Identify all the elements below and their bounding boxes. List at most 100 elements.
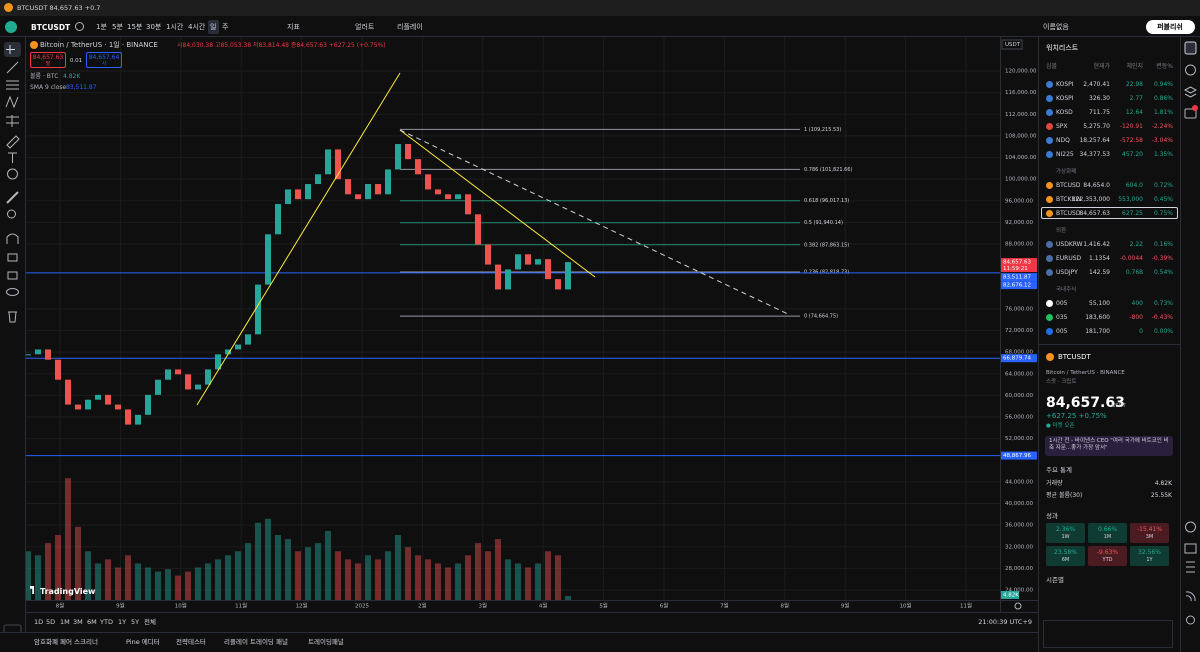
range-button[interactable]: 5D — [46, 617, 56, 626]
hide-tool[interactable] — [6, 288, 19, 296]
news-headline[interactable]: 1시간 전 - 바이낸스 CEO "여러 국가에 비트코인 비축 자문...좋가… — [1049, 438, 1169, 451]
row-symbol[interactable]: KOSPI — [1056, 94, 1074, 102]
group-title[interactable]: 외환 — [1056, 227, 1067, 234]
bottom-tab[interactable]: 트레이딩패널 — [308, 637, 344, 646]
volume-bar — [535, 563, 541, 600]
trash-tool[interactable] — [8, 311, 17, 323]
publish-bg[interactable] — [1146, 20, 1195, 34]
symbol-search[interactable]: BTCUSDT — [31, 22, 71, 32]
layout-name[interactable]: 이름없음 — [1043, 22, 1069, 31]
price-badge — [1001, 273, 1037, 282]
menu-icon[interactable] — [1186, 561, 1195, 573]
bottom-tab[interactable]: 전략테스터 — [176, 637, 206, 646]
trend-line[interactable] — [399, 129, 596, 278]
alert-button[interactable]: 얼러트 — [355, 22, 375, 31]
y-tick-label: 40,000.00 — [1005, 501, 1033, 507]
replay-button[interactable]: 리플레이 — [397, 22, 423, 31]
row-symbol[interactable]: USDJPY — [1056, 268, 1078, 276]
row-symbol[interactable]: NDQ — [1056, 136, 1070, 144]
row-symbol[interactable]: 005 — [1056, 327, 1068, 335]
range-button[interactable]: 1M — [60, 617, 70, 626]
range-button[interactable]: 전체 — [144, 617, 156, 626]
zoom-tool[interactable] — [7, 209, 16, 219]
lock-tool[interactable] — [7, 253, 18, 262]
buy-box[interactable] — [86, 52, 122, 68]
range-button[interactable]: 5Y — [131, 617, 140, 626]
alert-icon[interactable] — [1185, 64, 1196, 76]
interval-button[interactable]: 일 — [210, 22, 217, 31]
row-symbol[interactable]: 005 — [1056, 299, 1068, 307]
lock-all-tool[interactable] — [7, 271, 18, 280]
volume-bar — [415, 555, 421, 600]
interval-button[interactable]: 30분 — [146, 22, 162, 31]
favorites-tool[interactable] — [3, 624, 22, 632]
calendar-icon[interactable] — [1184, 543, 1197, 554]
line-tool[interactable] — [6, 61, 19, 74]
row-symbol[interactable]: USDKRW — [1056, 240, 1083, 248]
brush-tool[interactable] — [6, 135, 20, 149]
settings-icon[interactable] — [1186, 615, 1195, 625]
candle — [425, 174, 431, 190]
range-button[interactable]: YTD — [100, 617, 113, 626]
sell-price: 84,657.63 — [32, 53, 64, 61]
forecast-tool[interactable] — [6, 115, 19, 127]
help-icon[interactable] — [1185, 521, 1196, 533]
compare-button[interactable] — [75, 22, 84, 31]
volume-bar — [65, 478, 71, 600]
row-symbol[interactable]: BTCUSD — [1056, 181, 1081, 189]
magnet-tool[interactable] — [6, 233, 19, 244]
range-button[interactable]: 6M — [87, 617, 97, 626]
row-symbol[interactable]: BTCKRW — [1056, 195, 1082, 203]
bottom-tab[interactable]: Pine 에디터 — [126, 637, 160, 646]
layers-icon[interactable] — [1183, 86, 1198, 98]
range-button[interactable]: 3M — [73, 617, 83, 626]
x-tick-label: 5월 — [599, 602, 608, 610]
candle — [435, 189, 441, 195]
interval-button[interactable]: 1시간 — [166, 22, 184, 31]
bottom-tab[interactable]: 암호화폐 페어 스크리너 — [34, 637, 98, 646]
interval-button[interactable]: 15분 — [127, 22, 143, 31]
candle — [95, 394, 101, 400]
indicators-button[interactable]: 지표 — [287, 22, 300, 31]
sell-box[interactable] — [30, 52, 66, 68]
volume-bar — [95, 563, 101, 600]
candle — [135, 414, 141, 425]
interval-button[interactable]: 주 — [222, 22, 229, 31]
volume-bar — [525, 567, 531, 600]
row-symbol[interactable]: NI225 — [1056, 150, 1074, 158]
avatar[interactable] — [5, 21, 17, 33]
icon-tool[interactable] — [7, 168, 18, 180]
spread: 0.01 — [69, 57, 83, 64]
publish-button[interactable]: 퍼블리쉬 — [1157, 22, 1183, 31]
fib-tool[interactable] — [6, 80, 19, 90]
range-button[interactable]: 1Y — [118, 617, 127, 626]
row-symbol[interactable]: KOSPI — [1056, 80, 1074, 88]
row-symbol[interactable]: KOSD — [1056, 108, 1073, 116]
watchlist-title[interactable]: 워치리스트 — [1046, 43, 1079, 52]
text-tool[interactable] — [8, 152, 17, 163]
news-box[interactable] — [1045, 436, 1173, 456]
interval-button[interactable]: 4시간 — [188, 22, 206, 31]
watchlist-icon[interactable] — [1184, 41, 1197, 55]
row-symbol[interactable]: EURUSD — [1056, 254, 1082, 262]
row-symbol[interactable]: SPX — [1056, 122, 1068, 130]
symbol-icon — [1046, 182, 1053, 189]
chat-icon[interactable] — [1184, 108, 1197, 119]
row-symbol[interactable]: 035 — [1056, 313, 1068, 321]
bottom-tab[interactable]: 리플레이 트레이딩 패널 — [224, 637, 288, 646]
group-title[interactable]: 가상화폐 — [1056, 168, 1077, 175]
trend-line[interactable] — [196, 72, 401, 406]
selected-row[interactable] — [1041, 207, 1178, 219]
side-icons — [1183, 41, 1198, 625]
feed-icon[interactable] — [1185, 591, 1196, 602]
volume-bar — [385, 551, 391, 600]
range-button[interactable]: 1D — [34, 617, 44, 626]
measure-tool[interactable] — [6, 191, 19, 204]
interval-button[interactable]: 5분 — [112, 22, 123, 31]
pattern-tool[interactable] — [5, 95, 19, 109]
group-title[interactable]: 국내주식 — [1056, 286, 1077, 293]
interval-button[interactable]: 1분 — [96, 22, 107, 31]
row-symbol[interactable]: BTCUSD — [1056, 209, 1081, 217]
volume-bar — [345, 559, 351, 600]
volume-bar — [185, 571, 191, 600]
